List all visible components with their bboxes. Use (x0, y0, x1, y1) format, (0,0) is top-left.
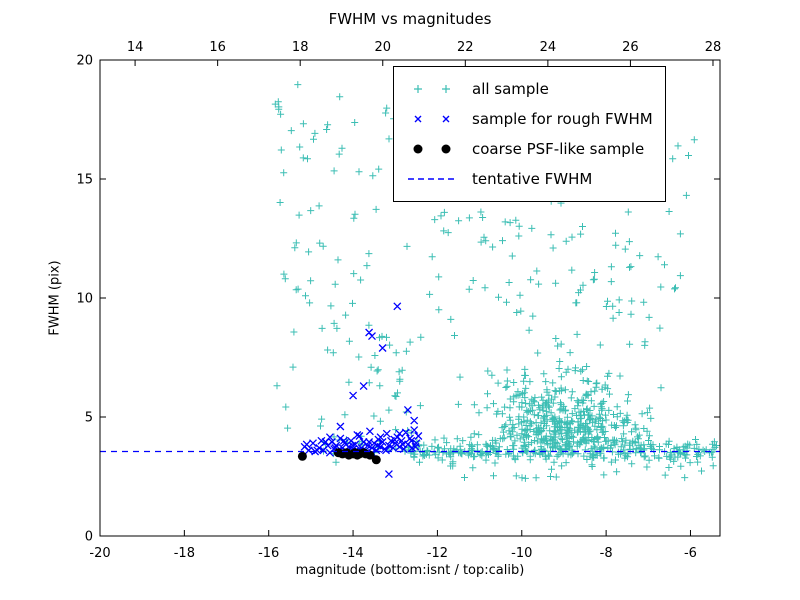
y-tick-label: 15 (76, 173, 93, 188)
y-tick-label: 5 (85, 411, 93, 426)
series-sample-for-rough-FWHM (300, 302, 423, 479)
x-bottom-tick-label: -18 (174, 546, 195, 561)
x-bottom-tick-label: -14 (342, 546, 363, 561)
y-tick-label: 10 (76, 292, 93, 307)
legend-marker-dashed-line-icon (406, 170, 458, 188)
x-top-tick-label: 28 (705, 40, 722, 55)
legend-marker-plus-icon (406, 80, 458, 98)
x-top-tick-label: 22 (457, 40, 474, 55)
x-top-tick-label: 18 (292, 40, 309, 55)
legend-marker-x-icon (406, 110, 458, 128)
axes-ticks: -20 -18 -16 -14 -12 -10 -8 -6 14 16 18 20 22 24 26 28 0 5… (76, 40, 721, 561)
chart-title: FWHM vs magnitudes (328, 10, 492, 28)
y-tick-label: 20 (76, 54, 93, 69)
x-axis-label: magnitude (bottom:isnt / top:calib) (295, 563, 525, 578)
legend-entry-tentative-fwhm: tentative FWHM (406, 164, 653, 194)
series-layer (100, 67, 720, 482)
legend-label: tentative FWHM (472, 170, 593, 188)
legend-entry-psf-sample: coarse PSF-like sample (406, 134, 653, 164)
x-bottom-tick-label: -8 (600, 546, 613, 561)
x-bottom-tick-label: -10 (511, 546, 532, 561)
x-top-tick-label: 20 (374, 40, 391, 55)
x-bottom-tick-label: -12 (427, 546, 448, 561)
y-axis-label: FWHM (pix) (47, 260, 63, 336)
x-top-tick-label: 24 (540, 40, 557, 55)
legend-marker-dot-icon (406, 140, 458, 158)
x-top-tick-label: 16 (209, 40, 226, 55)
legend-entry-all-sample: all sample (406, 74, 653, 104)
legend-label: coarse PSF-like sample (472, 140, 645, 158)
y-tick-label: 0 (85, 530, 93, 545)
x-top-tick-label: 14 (127, 40, 144, 55)
legend-entry-rough-fwhm: sample for rough FWHM (406, 104, 653, 134)
x-top-tick-label: 26 (622, 40, 639, 55)
x-bottom-tick-label: -20 (89, 546, 110, 561)
legend-label: all sample (472, 80, 549, 98)
x-bottom-tick-label: -16 (258, 546, 279, 561)
legend-label: sample for rough FWHM (472, 110, 653, 128)
x-bottom-tick-label: -6 (684, 546, 697, 561)
legend: all sample sample for rough FWHM coarse … (393, 66, 666, 202)
series-coarse-PSF-like-sample (297, 448, 381, 465)
series-all-sample (271, 67, 720, 482)
